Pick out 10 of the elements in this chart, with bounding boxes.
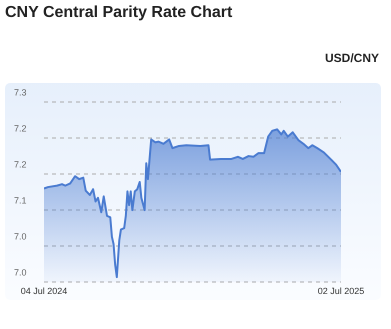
y-tick-label: 7.3 [14,87,27,98]
y-tick-label: 7.0 [14,268,27,278]
x-tick-label: 04 Jul 2024 [20,286,68,296]
x-tick-label: 02 Jul 2025 [318,286,364,296]
y-tick-label: 7.0 [14,232,27,242]
chart-title: CNY Central Parity Rate Chart [5,4,232,22]
y-tick-label: 7.1 [14,196,27,206]
y-tick-label: 7.2 [14,160,27,170]
y-tick-label: 7.2 [14,124,27,134]
chart-subtitle: USD/CNY [324,51,379,65]
